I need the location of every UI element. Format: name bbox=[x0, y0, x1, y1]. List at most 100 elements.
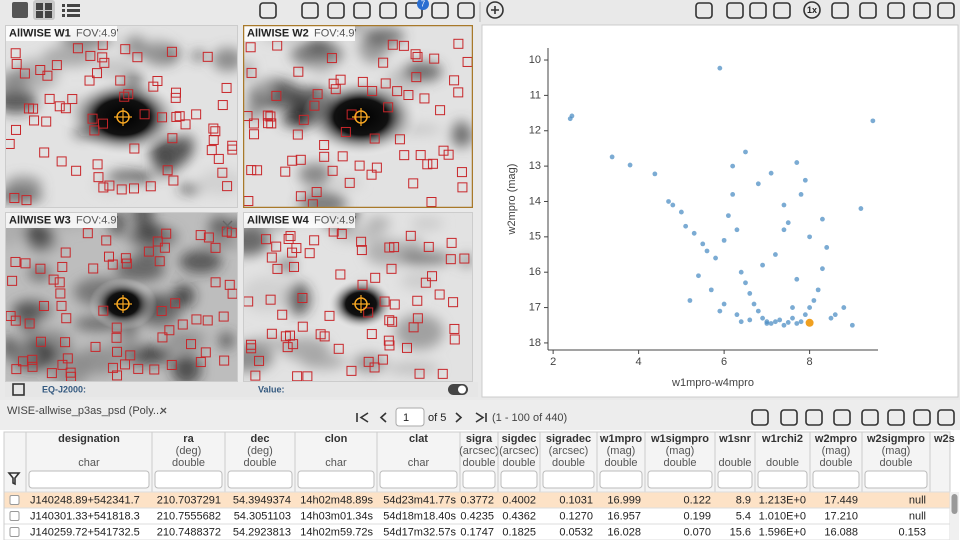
data-point[interactable] bbox=[828, 315, 834, 321]
data-point[interactable] bbox=[743, 149, 748, 155]
table-tool-button[interactable] bbox=[861, 409, 879, 426]
column-name[interactable]: dec bbox=[251, 433, 270, 445]
data-point[interactable] bbox=[807, 234, 813, 240]
data-point[interactable] bbox=[738, 319, 744, 325]
table-tool-button[interactable] bbox=[751, 409, 769, 426]
data-point[interactable] bbox=[678, 209, 684, 215]
data-point[interactable] bbox=[725, 213, 731, 219]
data-point[interactable] bbox=[627, 162, 633, 168]
image-tool-button[interactable] bbox=[301, 2, 319, 19]
data-point[interactable] bbox=[721, 237, 727, 243]
data-point[interactable] bbox=[858, 206, 864, 211]
data-point[interactable] bbox=[781, 322, 787, 328]
data-point[interactable] bbox=[870, 118, 876, 124]
image-panel[interactable]: AllWISE W1 FOV:4.9' bbox=[0, 25, 243, 208]
data-point[interactable] bbox=[738, 269, 744, 275]
data-point[interactable] bbox=[781, 227, 787, 233]
data-point[interactable] bbox=[773, 252, 778, 257]
chart-tool-button[interactable] bbox=[859, 2, 877, 19]
data-point[interactable] bbox=[815, 287, 821, 293]
column-name[interactable]: sigradec bbox=[546, 433, 591, 445]
column-name[interactable]: w2mpro bbox=[814, 433, 857, 445]
data-point[interactable] bbox=[841, 305, 847, 310]
table-tool-button[interactable] bbox=[805, 409, 823, 426]
single-view-button[interactable] bbox=[12, 2, 28, 18]
column-name[interactable]: w2sigmpro bbox=[866, 433, 925, 445]
chart-tool-button[interactable] bbox=[695, 2, 713, 19]
column-name[interactable]: w1snr bbox=[718, 433, 752, 445]
data-point[interactable] bbox=[713, 255, 718, 261]
image-panel[interactable]: AllWISE W4 FOV:4.9' bbox=[221, 199, 475, 382]
image-tool-button[interactable] bbox=[457, 2, 475, 19]
data-point[interactable] bbox=[798, 192, 804, 197]
page-input[interactable] bbox=[395, 407, 425, 427]
expand-icon[interactable] bbox=[12, 383, 25, 396]
column-filter[interactable] bbox=[542, 470, 595, 489]
row-checkbox[interactable] bbox=[9, 511, 20, 521]
chart-tool-button[interactable] bbox=[937, 2, 955, 19]
column-name[interactable]: sigra bbox=[466, 433, 493, 445]
data-point[interactable] bbox=[802, 312, 808, 318]
data-point[interactable] bbox=[730, 163, 736, 169]
column-filter[interactable] bbox=[812, 470, 860, 489]
data-point[interactable] bbox=[785, 220, 791, 226]
data-point[interactable] bbox=[781, 202, 787, 208]
tab-close[interactable] bbox=[160, 407, 167, 414]
data-point[interactable] bbox=[807, 305, 813, 310]
filter-icon[interactable] bbox=[7, 472, 21, 486]
table-tool-button[interactable] bbox=[887, 409, 905, 426]
panel-close[interactable] bbox=[222, 220, 233, 231]
next-page[interactable] bbox=[455, 412, 463, 423]
column-filter[interactable] bbox=[379, 470, 458, 489]
data-point[interactable] bbox=[790, 305, 795, 310]
data-point[interactable] bbox=[721, 301, 727, 307]
data-point[interactable] bbox=[849, 322, 855, 328]
chart-tool-button[interactable] bbox=[887, 2, 905, 19]
column-filter[interactable] bbox=[647, 470, 713, 489]
chart-tool-button[interactable] bbox=[726, 2, 744, 19]
column-name[interactable]: clat bbox=[409, 433, 428, 445]
data-point[interactable] bbox=[687, 298, 693, 303]
column-filter[interactable] bbox=[462, 470, 496, 489]
column-name[interactable]: designation bbox=[58, 433, 120, 445]
data-point[interactable] bbox=[760, 315, 765, 321]
data-point[interactable] bbox=[747, 291, 753, 296]
chart-tool-button[interactable] bbox=[773, 2, 791, 19]
table-tool-button[interactable] bbox=[780, 409, 798, 426]
chart-tool-button[interactable] bbox=[913, 2, 931, 19]
image-tool-button[interactable] bbox=[327, 2, 345, 19]
column-name[interactable]: w1rchi2 bbox=[761, 433, 803, 445]
column-filter[interactable] bbox=[864, 470, 928, 489]
data-point[interactable] bbox=[609, 154, 615, 160]
column-name[interactable]: w2s bbox=[933, 433, 955, 445]
data-point[interactable] bbox=[717, 65, 723, 71]
data-point[interactable] bbox=[777, 317, 783, 323]
column-filter[interactable] bbox=[28, 470, 150, 489]
data-point[interactable] bbox=[790, 315, 795, 321]
image-panel[interactable]: AllWISE W2 FOV:4.9' bbox=[237, 8, 477, 217]
row-checkbox[interactable] bbox=[9, 495, 20, 505]
data-point[interactable] bbox=[798, 319, 804, 325]
data-point[interactable] bbox=[811, 298, 817, 303]
data-point[interactable] bbox=[734, 227, 740, 233]
data-point[interactable] bbox=[773, 319, 778, 325]
data-point[interactable] bbox=[768, 170, 774, 176]
data-point[interactable] bbox=[704, 248, 710, 254]
image-tool-button[interactable]: 7 bbox=[405, 0, 429, 19]
data-point[interactable] bbox=[683, 223, 689, 229]
data-point[interactable] bbox=[794, 160, 800, 165]
data-point[interactable] bbox=[666, 199, 671, 204]
data-point[interactable] bbox=[567, 116, 573, 122]
table-tool-button[interactable] bbox=[913, 409, 931, 426]
data-point[interactable] bbox=[794, 321, 800, 326]
data-point[interactable] bbox=[734, 312, 740, 318]
data-point[interactable] bbox=[785, 320, 791, 325]
data-point[interactable] bbox=[764, 321, 770, 326]
column-filter[interactable] bbox=[154, 470, 223, 489]
column-name[interactable]: w1sigmpro bbox=[650, 433, 709, 445]
image-tool-button[interactable] bbox=[431, 2, 449, 19]
list-view-button[interactable] bbox=[62, 4, 80, 17]
data-point[interactable] bbox=[730, 192, 736, 197]
image-tool-button[interactable] bbox=[353, 2, 371, 19]
column-name[interactable]: ra bbox=[183, 433, 194, 445]
